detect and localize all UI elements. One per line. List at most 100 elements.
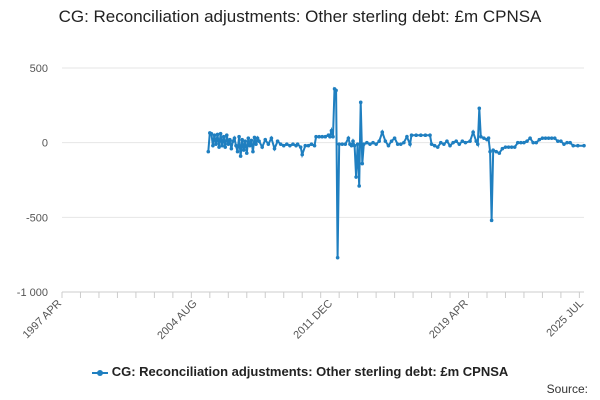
data-point	[562, 142, 566, 146]
data-point	[380, 130, 385, 135]
data-point	[474, 139, 479, 143]
data-point	[549, 136, 554, 140]
data-point	[255, 136, 260, 140]
data-point	[252, 135, 257, 140]
data-point	[263, 137, 268, 142]
data-point	[257, 139, 261, 143]
data-point	[568, 140, 572, 145]
data-point	[454, 139, 458, 143]
data-point	[429, 142, 434, 146]
data-point	[217, 145, 221, 149]
data-point	[435, 145, 440, 149]
chart-title: CG: Reconciliation adjustments: Other st…	[58, 7, 542, 26]
data-point	[237, 134, 241, 139]
data-point	[522, 140, 526, 145]
data-point	[409, 133, 414, 137]
source-label: Source:	[546, 382, 588, 396]
data-point	[211, 143, 215, 148]
data-point	[362, 142, 366, 146]
data-point	[244, 151, 249, 155]
data-point	[328, 134, 332, 139]
data-point	[463, 140, 468, 145]
data-point	[398, 142, 403, 146]
y-tick-label: 500	[30, 63, 48, 75]
data-point	[235, 149, 240, 154]
data-point	[438, 140, 443, 145]
data-point	[243, 139, 248, 143]
data-point	[275, 139, 280, 143]
x-tick-label: 2004 AUG	[155, 298, 199, 342]
data-point	[525, 139, 529, 143]
y-tick-label: -1 000	[17, 287, 48, 299]
data-point	[214, 142, 218, 146]
data-point	[340, 142, 345, 146]
data-point	[334, 88, 338, 93]
data-point	[352, 143, 357, 148]
data-point	[489, 218, 494, 223]
y-axis-tick-labels: 500 0 -500 -1 000	[17, 63, 48, 299]
data-point	[368, 142, 372, 146]
data-point	[266, 142, 271, 146]
data-point	[323, 134, 328, 139]
data-point	[475, 142, 480, 146]
y-tick-label: 0	[42, 138, 48, 150]
data-point	[355, 142, 360, 146]
data-point	[317, 134, 321, 139]
data-point	[349, 143, 354, 148]
data-point	[383, 139, 388, 143]
data-point	[556, 139, 560, 143]
data-point	[374, 142, 378, 146]
data-point	[448, 143, 452, 148]
data-point	[552, 136, 557, 140]
data-point	[432, 143, 437, 148]
data-point	[543, 136, 548, 140]
data-point	[285, 142, 289, 146]
data-point	[512, 145, 517, 149]
data-point	[221, 134, 226, 139]
x-axis-tick-labels: 1997 APR 2004 AUG 2011 DEC 2019 APR 2025 JUL	[21, 298, 587, 342]
data-point	[414, 133, 418, 137]
data-point	[312, 143, 317, 148]
data-point	[234, 143, 238, 148]
data-point	[298, 145, 303, 149]
data-point	[451, 140, 455, 145]
x-tick-label: 2011 DEC	[291, 298, 335, 342]
data-point	[528, 136, 532, 140]
data-point	[471, 130, 475, 135]
data-point	[576, 143, 580, 148]
data-point	[240, 137, 244, 142]
data-point	[351, 139, 355, 143]
data-point	[291, 142, 295, 146]
data-point	[281, 143, 286, 148]
data-point	[491, 148, 495, 152]
data-point	[392, 136, 397, 140]
x-tick-label: 1997 APR	[21, 298, 65, 342]
data-point	[559, 139, 563, 143]
data-point	[360, 161, 365, 166]
data-point	[241, 148, 246, 152]
x-tick-label: 2019 APR	[427, 298, 471, 342]
data-point	[337, 142, 341, 146]
data-point	[269, 136, 274, 140]
data-point	[303, 143, 308, 148]
data-point	[386, 143, 391, 148]
data-point	[223, 145, 228, 149]
data-point	[534, 140, 539, 145]
data-point	[445, 139, 449, 143]
legend-swatch-icon	[91, 368, 108, 378]
data-point	[515, 140, 520, 145]
data-point	[540, 136, 545, 140]
data-point	[482, 136, 486, 140]
data-point	[571, 143, 576, 148]
data-point	[260, 145, 264, 149]
data-point	[389, 139, 394, 143]
legend[interactable]: CG: Reconciliation adjustments: Other st…	[0, 364, 600, 379]
data-point	[408, 142, 412, 146]
data-point	[248, 143, 252, 148]
data-point	[218, 131, 223, 136]
data-point	[306, 143, 311, 148]
data-point	[509, 145, 514, 149]
data-point	[358, 100, 363, 105]
data-point	[329, 128, 334, 133]
data-point	[238, 154, 243, 158]
